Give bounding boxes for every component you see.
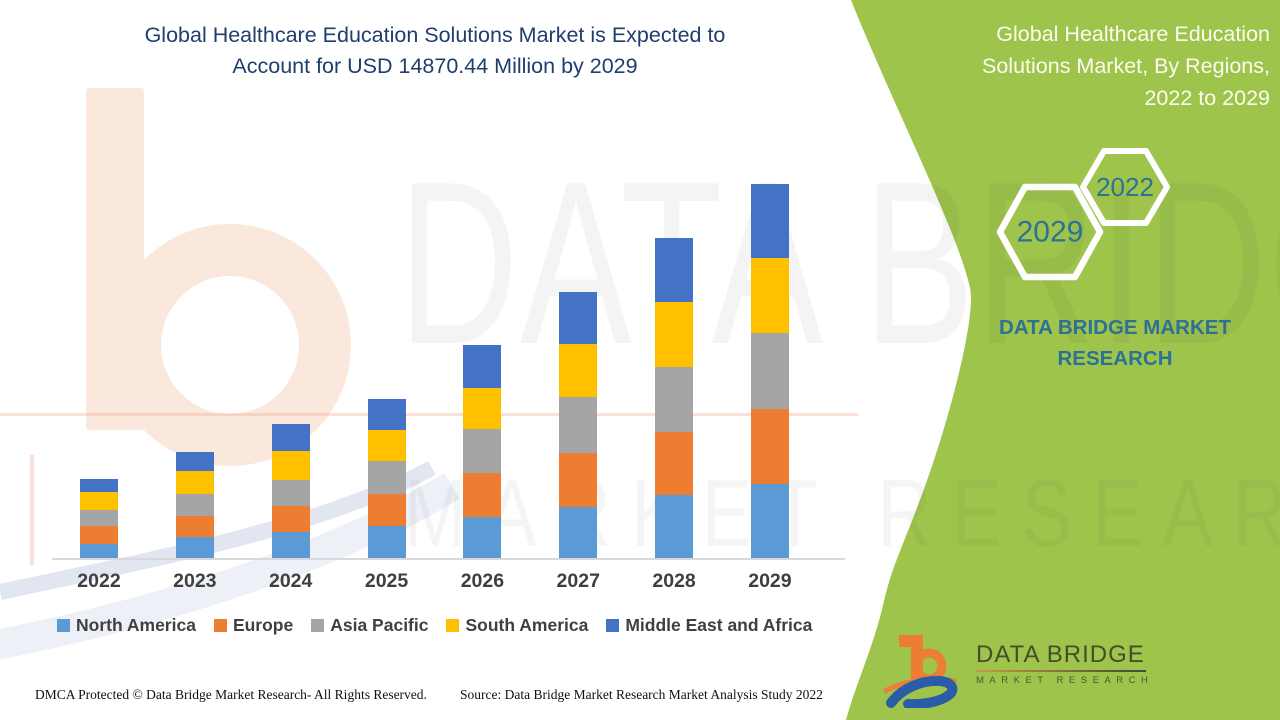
side-panel-heading-line3: 2022 to 2029 <box>1144 86 1270 110</box>
page-title-line1: Global Healthcare Education Solutions Ma… <box>144 23 726 47</box>
bar-segment <box>750 184 789 259</box>
bar-segment <box>655 495 694 558</box>
bar-segment <box>367 494 406 527</box>
bar-2024 <box>271 423 310 558</box>
bar-2028 <box>655 238 694 558</box>
bar-2029 <box>750 184 789 558</box>
panel-brand-text: DATA BRIDGE MARKET RESEARCH <box>955 312 1275 374</box>
bar-segment <box>271 450 310 480</box>
bar-segment <box>271 532 310 558</box>
bar-segment <box>367 461 406 495</box>
logo-text-block: DATA BRIDGE MARKET RESEARCH <box>976 642 1153 686</box>
bar-segment <box>175 493 214 517</box>
bar-segment <box>655 366 694 432</box>
x-tick-label: 2027 <box>556 570 600 592</box>
bar-segment <box>750 408 789 484</box>
x-tick-label: 2025 <box>364 570 409 592</box>
hexagon-year-badges: 2029 2022 <box>996 148 1170 281</box>
bar-segment <box>80 492 118 511</box>
bar-segment <box>463 344 502 388</box>
x-tick-label: 2026 <box>460 570 505 592</box>
page-title-line2: Account for USD 14870.44 Million by 2029 <box>232 54 638 78</box>
bar-2027 <box>559 292 598 558</box>
data-bridge-logo: DATA BRIDGE MARKET RESEARCH <box>884 634 1153 708</box>
bar-segment <box>80 525 118 544</box>
legend-item: Asia Pacific <box>311 615 428 636</box>
watermark-red-arc-2 <box>30 455 34 565</box>
bar-segment <box>80 479 118 493</box>
bar-segment <box>559 292 598 344</box>
bar-segment <box>271 423 310 451</box>
bar-segment <box>559 397 598 453</box>
legend-swatch <box>57 619 70 632</box>
legend-label: North America <box>76 615 196 635</box>
bar-segment <box>463 473 502 518</box>
bar-segment <box>80 543 118 558</box>
x-tick-label: 2029 <box>748 570 792 592</box>
logo-subtitle: MARKET RESEARCH <box>976 675 1154 686</box>
legend-item: North America <box>57 615 196 636</box>
side-panel-heading: Global Healthcare Education Solutions Ma… <box>840 18 1270 114</box>
bar-segment <box>367 398 406 431</box>
bar-segment <box>655 431 694 496</box>
bar-segment <box>271 479 310 506</box>
bar-segment <box>750 333 789 409</box>
panel-brand-line2: RESEARCH <box>1057 347 1173 370</box>
x-tick-label: 2022 <box>77 570 121 592</box>
legend-swatch <box>446 619 460 632</box>
panel-brand-line1: DATA BRIDGE MARKET <box>999 316 1231 339</box>
bar-segment <box>175 451 214 472</box>
hexagon-2022-label: 2022 <box>1096 172 1154 202</box>
bar-segment <box>559 506 598 558</box>
bar-segment <box>655 302 694 367</box>
side-panel-heading-line1: Global Healthcare Education <box>996 22 1270 46</box>
bar-2022 <box>80 479 118 558</box>
legend-label: Middle East and Africa <box>625 615 813 635</box>
bar-segment <box>80 510 118 526</box>
bar-segment <box>559 452 598 507</box>
logo-divider <box>976 670 1146 672</box>
legend: North America Europe Asia Pacific South Ame… <box>57 615 812 636</box>
legend-swatch <box>606 619 620 632</box>
legend-label: Europe <box>232 615 294 635</box>
side-panel-heading-line2: Solutions Market, By Regions, <box>982 54 1270 78</box>
bar-segment <box>750 258 789 334</box>
source-note: Source: Data Bridge Market Research Mark… <box>460 687 823 702</box>
bar-2025 <box>367 398 406 558</box>
bar-segment <box>367 430 406 462</box>
bar-segment <box>655 238 694 303</box>
x-tick-label: 2028 <box>652 570 696 592</box>
legend-swatch <box>213 619 227 632</box>
bar-segment <box>463 517 502 558</box>
legend-swatch <box>311 619 325 632</box>
x-tick-label: 2024 <box>268 570 313 592</box>
bar-segment <box>175 516 214 538</box>
bar-chart <box>52 180 845 560</box>
logo-name: DATA BRIDGE <box>976 641 1145 668</box>
legend-item: Europe <box>213 615 294 636</box>
bar-2023 <box>175 451 214 558</box>
bar-segment <box>463 387 502 429</box>
bar-segment <box>750 483 789 558</box>
bar-segment <box>175 471 214 494</box>
bar-segment <box>367 526 406 558</box>
legend-label: South America <box>465 615 589 635</box>
bar-segment <box>559 343 598 398</box>
bar-segment <box>175 537 214 558</box>
bar-2026 <box>463 344 502 558</box>
legend-item: Middle East and Africa <box>606 615 812 636</box>
data-bridge-logo-icon <box>884 635 958 708</box>
legend-label: Asia Pacific <box>330 615 429 635</box>
dmca-notice: DMCA Protected © Data Bridge Market Rese… <box>35 687 427 702</box>
page-title: Global Healthcare Education Solutions Ma… <box>55 20 815 82</box>
bar-segment <box>271 505 310 533</box>
legend-item: South America <box>446 615 588 636</box>
x-tick-label: 2023 <box>173 570 217 592</box>
hexagon-2029-label: 2029 <box>1017 216 1084 249</box>
x-axis-labels: 2022 2023 2024 2025 2026 2027 2028 2029 <box>52 570 845 596</box>
bar-segment <box>463 428 502 474</box>
